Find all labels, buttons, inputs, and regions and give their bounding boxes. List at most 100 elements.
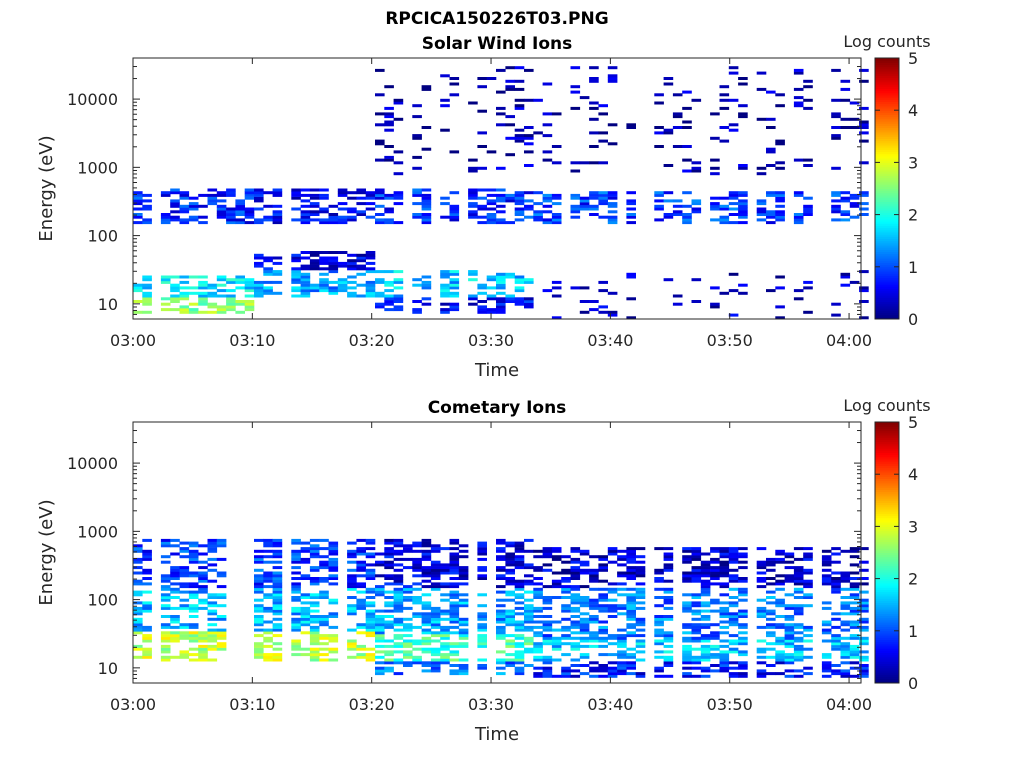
- heatmap-cell: [766, 577, 776, 580]
- heatmap-cell: [803, 634, 813, 638]
- heatmap-cell: [319, 251, 329, 254]
- heatmap-cell: [691, 596, 702, 599]
- heatmap-cell: [198, 193, 208, 197]
- heatmap-cell: [468, 215, 478, 219]
- heatmap-cell: [430, 560, 441, 564]
- heatmap-cell: [477, 593, 487, 597]
- heatmap-cell: [831, 639, 841, 643]
- heatmap-cell: [347, 612, 357, 616]
- heatmap-cell: [254, 634, 264, 638]
- heatmap-cell: [375, 574, 385, 578]
- heatmap-cell: [263, 256, 273, 260]
- heatmap-cell: [449, 191, 460, 195]
- colorbar-swatch: [875, 188, 899, 192]
- heatmap-cell: [347, 264, 357, 268]
- heatmap-cell: [254, 568, 264, 572]
- heatmap-cell: [700, 563, 711, 567]
- heatmap-cell: [263, 191, 273, 195]
- heatmap-cell: [589, 204, 599, 208]
- heatmap-cell: [579, 653, 590, 657]
- heatmap-cell: [756, 674, 767, 678]
- heatmap-cell: [272, 642, 283, 646]
- heatmap-cell: [272, 549, 283, 553]
- heatmap-cell: [300, 278, 311, 282]
- heatmap-cell: [291, 566, 301, 570]
- heatmap-cell: [663, 77, 674, 80]
- heatmap-cell: [626, 557, 636, 561]
- heatmap-cell: [235, 207, 245, 211]
- heatmap-cell: [700, 604, 711, 608]
- heatmap-cell: [365, 215, 376, 219]
- heatmap-cell: [188, 541, 199, 545]
- heatmap-cell: [728, 207, 739, 211]
- heatmap-cell: [589, 77, 599, 80]
- heatmap-cell: [533, 631, 543, 635]
- colorbar-swatch: [875, 58, 899, 61]
- heatmap-cell: [170, 286, 180, 290]
- heatmap-cell: [831, 210, 841, 214]
- heatmap-cell: [272, 555, 283, 559]
- heatmap-cell: [384, 120, 394, 124]
- heatmap-cell: [589, 117, 599, 121]
- heatmap-cell: [840, 199, 851, 203]
- heatmap-cell: [682, 191, 692, 195]
- heatmap-cell: [710, 609, 720, 613]
- heatmap-cell: [607, 661, 618, 665]
- heatmap-cell: [160, 280, 171, 284]
- heatmap-cell: [496, 278, 506, 282]
- heatmap-cell: [207, 593, 218, 597]
- heatmap-cell: [849, 280, 860, 284]
- heatmap-cell: [542, 568, 553, 572]
- heatmap-cell: [775, 316, 785, 320]
- heatmap-cell: [542, 547, 553, 551]
- heatmap-cell: [337, 289, 348, 293]
- heatmap-cell: [579, 202, 590, 206]
- heatmap-cell: [449, 672, 460, 676]
- heatmap-cell: [198, 598, 208, 602]
- heatmap-cell: [533, 634, 543, 638]
- heatmap-cell: [821, 653, 832, 657]
- heatmap-cell: [542, 598, 553, 602]
- heatmap-cell: [170, 620, 180, 624]
- heatmap-cell: [235, 286, 245, 290]
- heatmap-cell: [449, 308, 460, 312]
- colorbar-swatch: [875, 301, 899, 305]
- colorbar-swatch: [875, 186, 899, 189]
- heatmap-cell: [570, 598, 581, 602]
- heatmap-cell: [533, 642, 543, 646]
- heatmap-cell: [663, 596, 674, 599]
- heatmap-cell: [263, 541, 273, 545]
- heatmap-cell: [533, 191, 543, 195]
- x-tick-label: 03:30: [468, 331, 514, 350]
- heatmap-cell: [617, 655, 627, 659]
- heatmap-cell: [775, 672, 785, 676]
- heatmap-cell: [198, 204, 208, 208]
- heatmap-cell: [412, 557, 422, 561]
- heatmap-cell: [756, 199, 767, 203]
- heatmap-cell: [356, 560, 366, 564]
- heatmap-cell: [421, 552, 432, 556]
- heatmap-cell: [319, 196, 329, 200]
- heatmap-cell: [440, 283, 450, 287]
- heatmap-cell: [272, 204, 283, 208]
- heatmap-cell: [514, 661, 525, 665]
- heatmap-cell: [505, 85, 515, 89]
- heatmap-cell: [496, 218, 506, 222]
- heatmap-cell: [803, 593, 813, 597]
- heatmap-cell: [551, 193, 562, 197]
- colorbar-swatch: [875, 268, 899, 272]
- heatmap-cell: [654, 628, 664, 632]
- heatmap-cell: [393, 596, 404, 599]
- heatmap-cell: [300, 283, 311, 287]
- heatmap-cell: [626, 598, 636, 602]
- heatmap-cell: [430, 568, 441, 572]
- heatmap-cell: [598, 628, 608, 632]
- heatmap-cell: [263, 549, 273, 553]
- heatmap-cell: [700, 634, 711, 638]
- heatmap-cell: [254, 609, 264, 613]
- heatmap-cell: [142, 634, 152, 638]
- heatmap-cell: [663, 563, 674, 567]
- heatmap-cell: [840, 650, 851, 654]
- heatmap-cell: [449, 577, 460, 580]
